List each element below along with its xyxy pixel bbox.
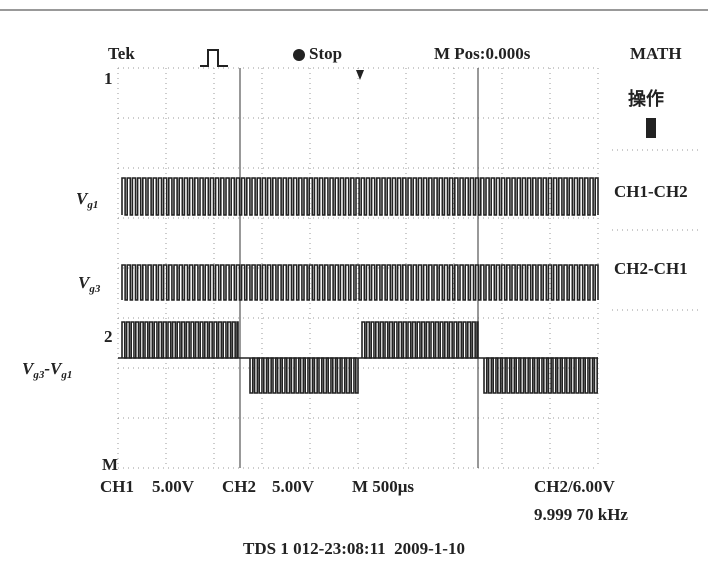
trigger-position-marker: [356, 70, 364, 80]
trace-label: Vg3-Vg1: [22, 359, 72, 381]
waveform: [122, 178, 598, 215]
trace-label: Vg3: [78, 273, 101, 295]
waveform: [122, 322, 238, 358]
stop-dot: [293, 49, 305, 61]
caption: TDS 1 012-23:08:11 2009-1-10: [243, 539, 465, 558]
ch2-label: CH2: [222, 477, 256, 496]
horizontal-position: M Pos:0.000s: [434, 44, 531, 63]
ch2-marker: 2: [104, 327, 113, 346]
waveform: [362, 322, 478, 358]
ch1-scale: 5.00V: [152, 477, 195, 496]
trigger-level: CH2/6.00V: [534, 477, 615, 496]
waveforms: [118, 178, 598, 393]
math-marker: M: [102, 455, 118, 474]
frequency: 9.999 70 kHz: [534, 505, 628, 524]
menu-option[interactable]: CH1-CH2: [614, 182, 688, 201]
menu-label: 操作: [628, 88, 664, 110]
waveform: [484, 358, 598, 393]
oscilloscope-screenshot: Tek Stop M Pos:0.000s MATH 操作 CH1-CH2 CH…: [0, 0, 708, 566]
ch2-scale: 5.00V: [272, 477, 315, 496]
menu-title: MATH: [630, 44, 682, 63]
ch1-marker: 1: [104, 69, 113, 88]
run-status: Stop: [309, 44, 342, 63]
timebase: M 500μs: [352, 477, 414, 496]
menu-indicator: [646, 118, 656, 138]
waveform: [122, 265, 598, 300]
brand: Tek: [108, 44, 135, 63]
menu-option[interactable]: CH2-CH1: [614, 259, 688, 278]
waveform: [250, 358, 358, 393]
ch1-label: CH1: [100, 477, 134, 496]
trace-label: Vg1: [76, 189, 98, 211]
trigger-icon: [200, 50, 228, 66]
